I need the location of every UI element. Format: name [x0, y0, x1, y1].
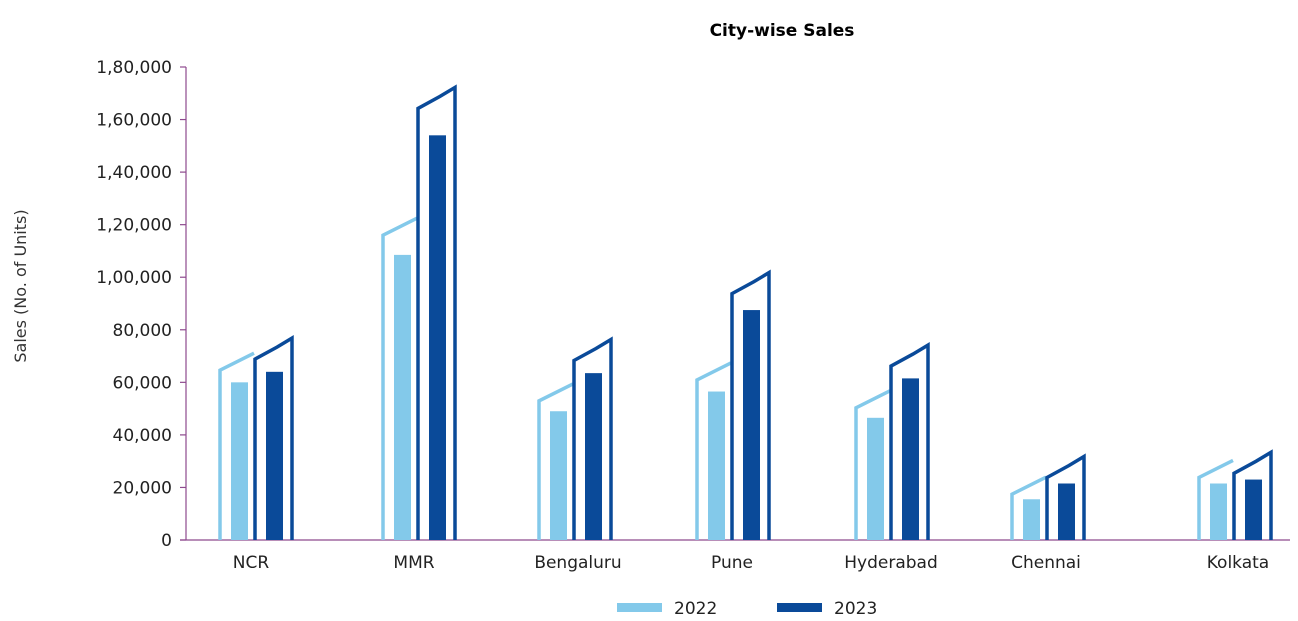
bar-outline-2022 [854, 389, 891, 540]
legend: 2022 2023 [617, 599, 877, 619]
bar-2022-kolkata [1210, 483, 1227, 540]
bar-outline-2023 [1232, 449, 1273, 540]
bar-outline-2023 [889, 341, 930, 540]
y-axis-label: Sales (No. of Units) [11, 209, 30, 362]
bar-outline-2022 [218, 351, 255, 540]
bar-2023-chennai [1058, 483, 1075, 540]
bar-outline-2023 [730, 269, 771, 540]
bar-2023-kolkata [1245, 479, 1262, 540]
bar-2023-hyderabad [902, 378, 919, 540]
bar-2023-bengaluru [585, 373, 602, 540]
bar-2022-chennai [1023, 499, 1040, 540]
y-tick-label: 1,20,000 [96, 216, 172, 236]
x-tick-label: Hyderabad [844, 553, 938, 573]
y-tick-label: 1,60,000 [96, 111, 172, 131]
bar-2022-ncr [231, 382, 248, 540]
y-tick-label: 80,000 [113, 321, 172, 341]
bar-outline-2022 [1197, 458, 1234, 540]
bar-outline-2022 [695, 361, 732, 540]
x-tick-label: Kolkata [1207, 553, 1269, 573]
y-tick-label: 1,40,000 [96, 163, 172, 183]
legend-swatch-2022 [617, 603, 662, 612]
chart-title: City-wise Sales [710, 21, 855, 41]
y-tick-label: 40,000 [113, 426, 172, 446]
bar-2023-mmr [429, 135, 446, 541]
legend-swatch-2023 [777, 603, 822, 612]
y-tick-label: 0 [161, 531, 172, 551]
legend-label-2022: 2022 [674, 599, 717, 619]
x-tick-label: Pune [711, 553, 753, 573]
bars: NCR MMR Bengaluru Pune Hyderabad Chennai Kolka… [218, 84, 1273, 573]
bar-outline-2023 [416, 84, 457, 540]
bar-2023-pune [743, 310, 760, 540]
x-tick-label: Bengaluru [534, 553, 621, 573]
bar-outline-2022 [381, 216, 418, 540]
bar-2022-hyderabad [867, 417, 884, 540]
bar-outline-2023 [572, 336, 613, 540]
y-tick-label: 20,000 [113, 478, 172, 498]
bar-2022-mmr [394, 254, 411, 540]
bar-outline-2022 [1010, 475, 1047, 540]
y-tick-label: 1,80,000 [96, 58, 172, 78]
bar-outline-2023 [253, 335, 294, 540]
legend-label-2023: 2023 [834, 599, 877, 619]
x-tick-label: MMR [393, 553, 434, 573]
bar-outline-2022 [537, 382, 574, 540]
x-tick-label: Chennai [1011, 553, 1081, 573]
x-tick-label: NCR [233, 553, 270, 573]
y-tick-label: 60,000 [113, 373, 172, 393]
bar-2022-bengaluru [550, 411, 567, 540]
y-tick-label: 1,00,000 [96, 268, 172, 288]
bar-2023-ncr [266, 371, 283, 540]
axes: 0 20,000 40,000 60,000 80,000 1,00,000 1,20,00… [96, 58, 1290, 551]
bar-2022-pune [708, 391, 725, 540]
bar-outline-2023 [1045, 453, 1086, 540]
